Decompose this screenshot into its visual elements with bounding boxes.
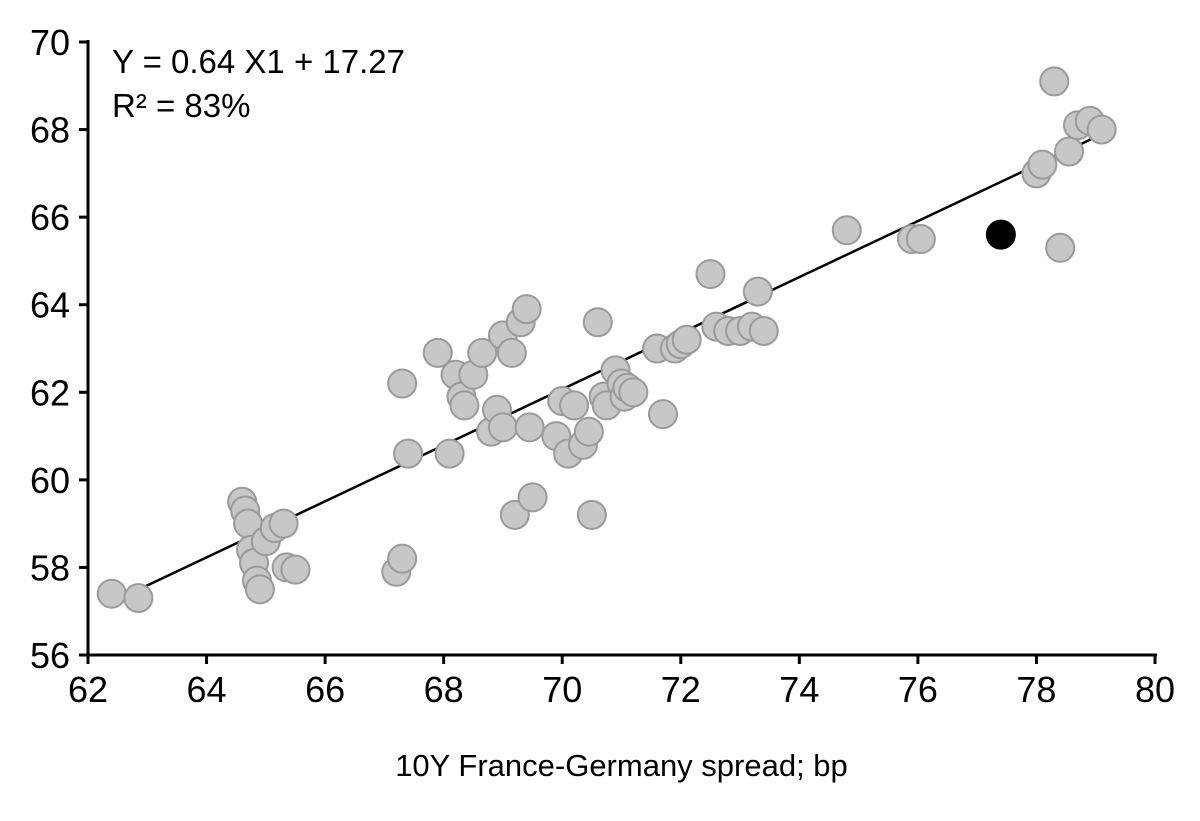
data-point-observations — [671, 324, 702, 355]
y-tick-label: 68 — [30, 110, 70, 151]
data-point-observations — [1039, 66, 1070, 97]
x-tick-label: 70 — [542, 669, 582, 710]
x-tick-label: 76 — [898, 669, 938, 710]
y-tick-label: 62 — [30, 372, 70, 413]
data-point-observations — [393, 438, 424, 469]
data-point-observations — [422, 337, 453, 368]
y-tick-label: 64 — [30, 285, 70, 326]
regression-equation: Y = 0.64 X1 + 17.27 — [112, 43, 405, 80]
data-point-observations — [831, 215, 862, 246]
y-tick-label: 66 — [30, 197, 70, 238]
data-point-observations — [742, 276, 773, 307]
y-tick-label: 70 — [30, 22, 70, 63]
data-point-observations — [96, 578, 127, 609]
data-point-observations — [511, 294, 542, 325]
x-tick-label: 62 — [68, 669, 108, 710]
y-tick-label: 60 — [30, 460, 70, 501]
data-point-observations — [1045, 232, 1076, 263]
x-tick-label: 64 — [187, 669, 227, 710]
data-point-observations — [387, 543, 418, 574]
data-point-observations — [123, 583, 154, 614]
data-point-observations — [496, 337, 527, 368]
x-tick-label: 66 — [305, 669, 345, 710]
x-axis-label: 10Y France-Germany spread; bp — [395, 748, 848, 783]
data-point-observations — [576, 499, 607, 530]
x-tick-label: 74 — [779, 669, 819, 710]
data-point-observations — [449, 390, 480, 421]
data-point-observations — [517, 482, 548, 513]
data-point-observations — [618, 377, 649, 408]
data-point-observations — [695, 259, 726, 290]
data-point-observations — [1054, 136, 1085, 167]
data-point-highlight-latest — [985, 219, 1016, 250]
regression-r-squared: R² = 83% — [112, 86, 251, 124]
x-tick-label: 78 — [1016, 669, 1056, 710]
x-tick-label: 68 — [424, 669, 464, 710]
y-tick-label: 58 — [30, 547, 70, 588]
x-tick-label: 80 — [1135, 669, 1175, 710]
data-point-observations — [748, 315, 779, 346]
data-point-observations — [487, 412, 518, 443]
data-point-observations — [514, 412, 545, 443]
data-point-observations — [647, 399, 678, 430]
regression-annotation: Y = 0.64 X1 + 17.27 R² = 83% — [112, 40, 405, 128]
data-point-observations — [559, 390, 590, 421]
data-point-observations — [1086, 114, 1117, 145]
data-point-observations — [582, 307, 613, 338]
data-point-observations — [268, 508, 299, 539]
data-point-observations — [905, 224, 936, 255]
data-point-observations — [573, 416, 604, 447]
data-point-observations — [1027, 149, 1058, 180]
data-point-observations — [280, 554, 311, 585]
data-point-observations — [434, 438, 465, 469]
data-point-observations — [244, 574, 275, 605]
data-point-observations — [387, 368, 418, 399]
data-point-observations — [467, 337, 498, 368]
data-point-observations — [499, 499, 530, 530]
y-tick-label: 56 — [30, 635, 70, 676]
x-tick-label: 72 — [661, 669, 701, 710]
